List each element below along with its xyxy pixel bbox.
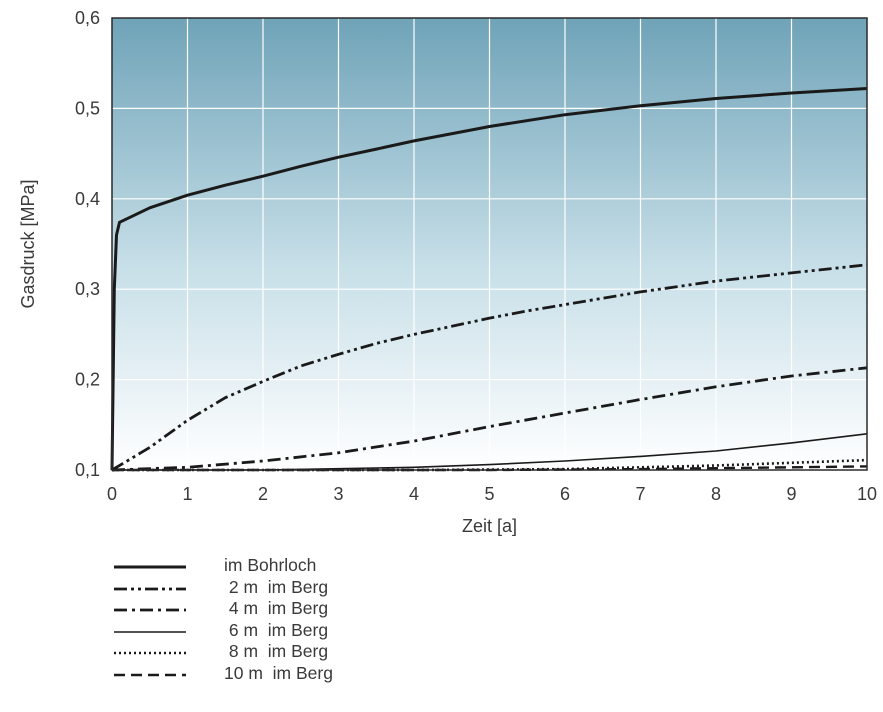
x-tick-label: 5 (484, 484, 494, 504)
legend-swatch (114, 608, 186, 612)
legend-label: 2 m im Berg (224, 576, 329, 597)
x-tick-label: 1 (182, 484, 192, 504)
y-axis-label: Gasdruck [MPa] (18, 179, 38, 308)
legend-swatch (114, 630, 186, 633)
x-tick-label: 2 (258, 484, 268, 504)
y-tick-label: 0,2 (75, 370, 100, 390)
y-tick-label: 0,6 (75, 8, 100, 28)
legend-swatch (114, 587, 186, 590)
series-line-1 (110, 87, 868, 471)
legend-label: 6 m im Berg (224, 619, 329, 640)
line-chart: 0 1 2 3 4 5 6 7 8 9 10 0,1 0,2 0,3 0,4 0,5 0,6 Zeit [a]… (18, 8, 877, 536)
legend-label: im Bohrloch (224, 555, 317, 575)
series-line-3 (111, 366, 868, 472)
x-tick-label: 0 (107, 484, 117, 504)
x-tick-label: 9 (786, 484, 796, 504)
x-tick-label: 6 (560, 484, 570, 504)
y-tick-label: 0,4 (75, 189, 100, 209)
x-tick-label: 10 (857, 484, 877, 504)
x-axis-label: Zeit [a] (462, 516, 517, 536)
legend-swatch (114, 673, 186, 677)
plot-frame (111, 17, 868, 471)
x-tick-label: 4 (409, 484, 419, 504)
legend-label: 8 m im Berg (224, 641, 329, 662)
x-tick-labels: 0 1 2 3 4 5 6 7 8 9 10 (107, 484, 877, 504)
series-line-2 (111, 263, 868, 472)
y-tick-labels: 0,1 0,2 0,3 0,4 0,5 0,6 (75, 8, 100, 480)
legend-swatch (114, 652, 186, 655)
x-tick-label: 7 (635, 484, 645, 504)
legend-swatch (114, 565, 186, 569)
x-tick-label: 8 (711, 484, 721, 504)
y-tick-label: 0,3 (75, 279, 100, 299)
y-tick-label: 0,5 (75, 98, 100, 118)
legend-label: 4 m im Berg (224, 598, 329, 619)
legend-label: 10 m im Berg (224, 662, 333, 683)
x-tick-label: 3 (333, 484, 343, 504)
y-tick-label: 0,1 (75, 460, 100, 480)
